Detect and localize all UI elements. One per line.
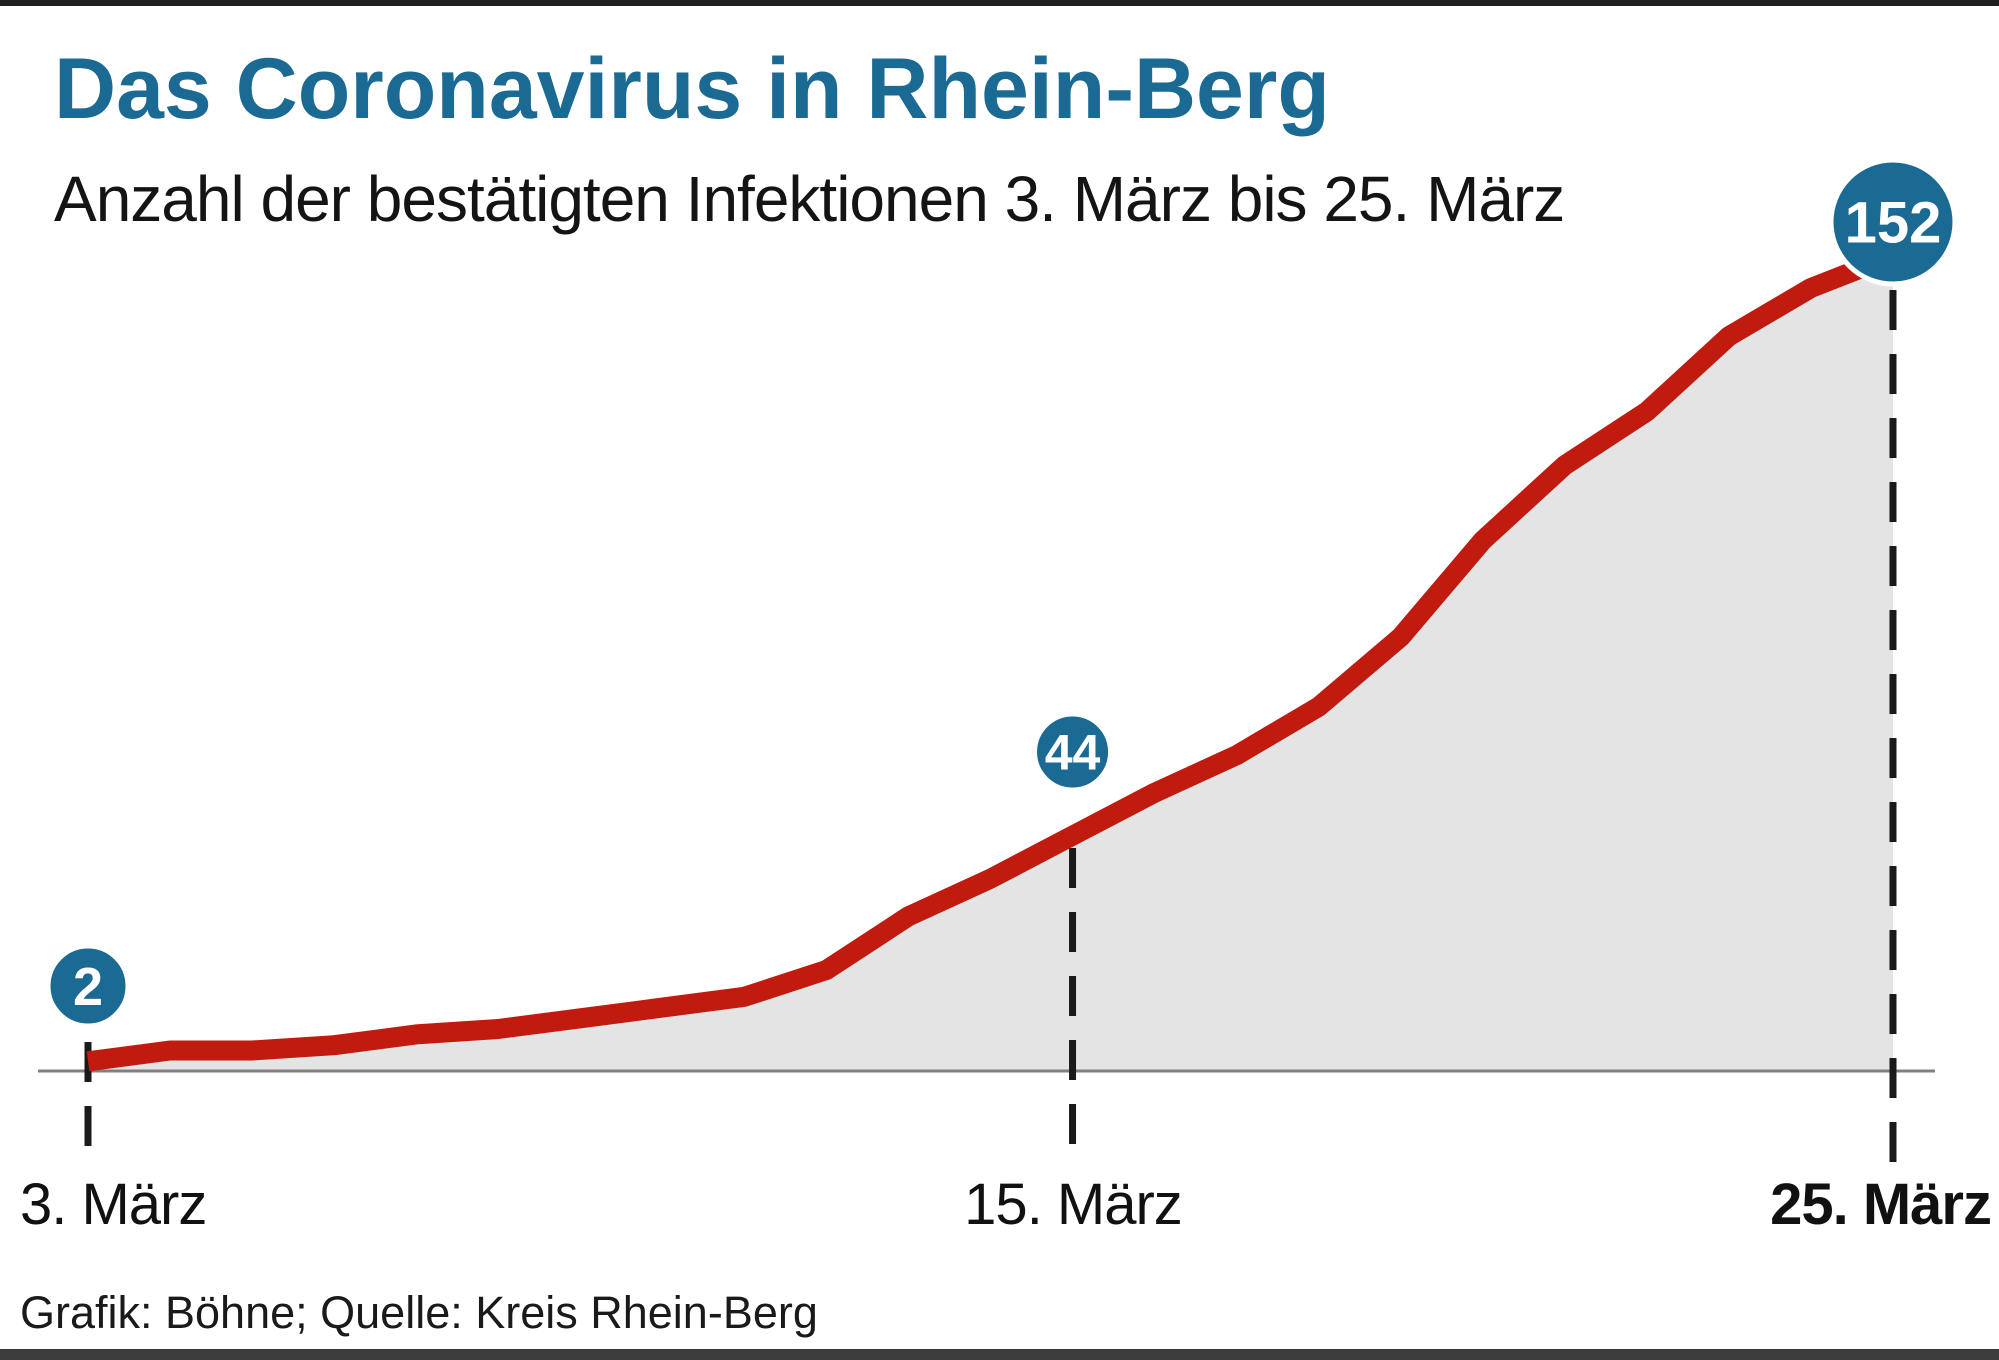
chart-title: Das Coronavirus in Rhein-Berg (54, 41, 1330, 137)
area-fill-shape (88, 255, 1893, 1073)
value-badge-label: 152 (1845, 190, 1942, 255)
value-badge-label: 44 (1045, 725, 1101, 781)
bottom-border-bar (0, 1349, 1999, 1360)
value-badges: 2 44 152 (45, 157, 1958, 1029)
value-badge-circle (1828, 157, 1958, 287)
value-badge-circle (1032, 711, 1114, 793)
date-marker-dashed-lines (84, 290, 1897, 1168)
top-border-strip (0, 0, 1999, 6)
value-badge-label: 2 (73, 957, 103, 1017)
credit-source-text: Grafik: Böhne; Quelle: Kreis Rhein-Berg (20, 1287, 818, 1338)
infection-trend-line (86, 246, 1897, 1072)
x-tick-15-maerz: 15. März (964, 1172, 1183, 1237)
x-tick-25-maerz: 25. März (1770, 1172, 1992, 1237)
value-badge-circle (45, 943, 131, 1029)
x-tick-3-maerz: 3. März (20, 1172, 207, 1237)
chart-subtitle: Anzahl der bestätigten Infektionen 3. Mä… (54, 163, 1565, 235)
